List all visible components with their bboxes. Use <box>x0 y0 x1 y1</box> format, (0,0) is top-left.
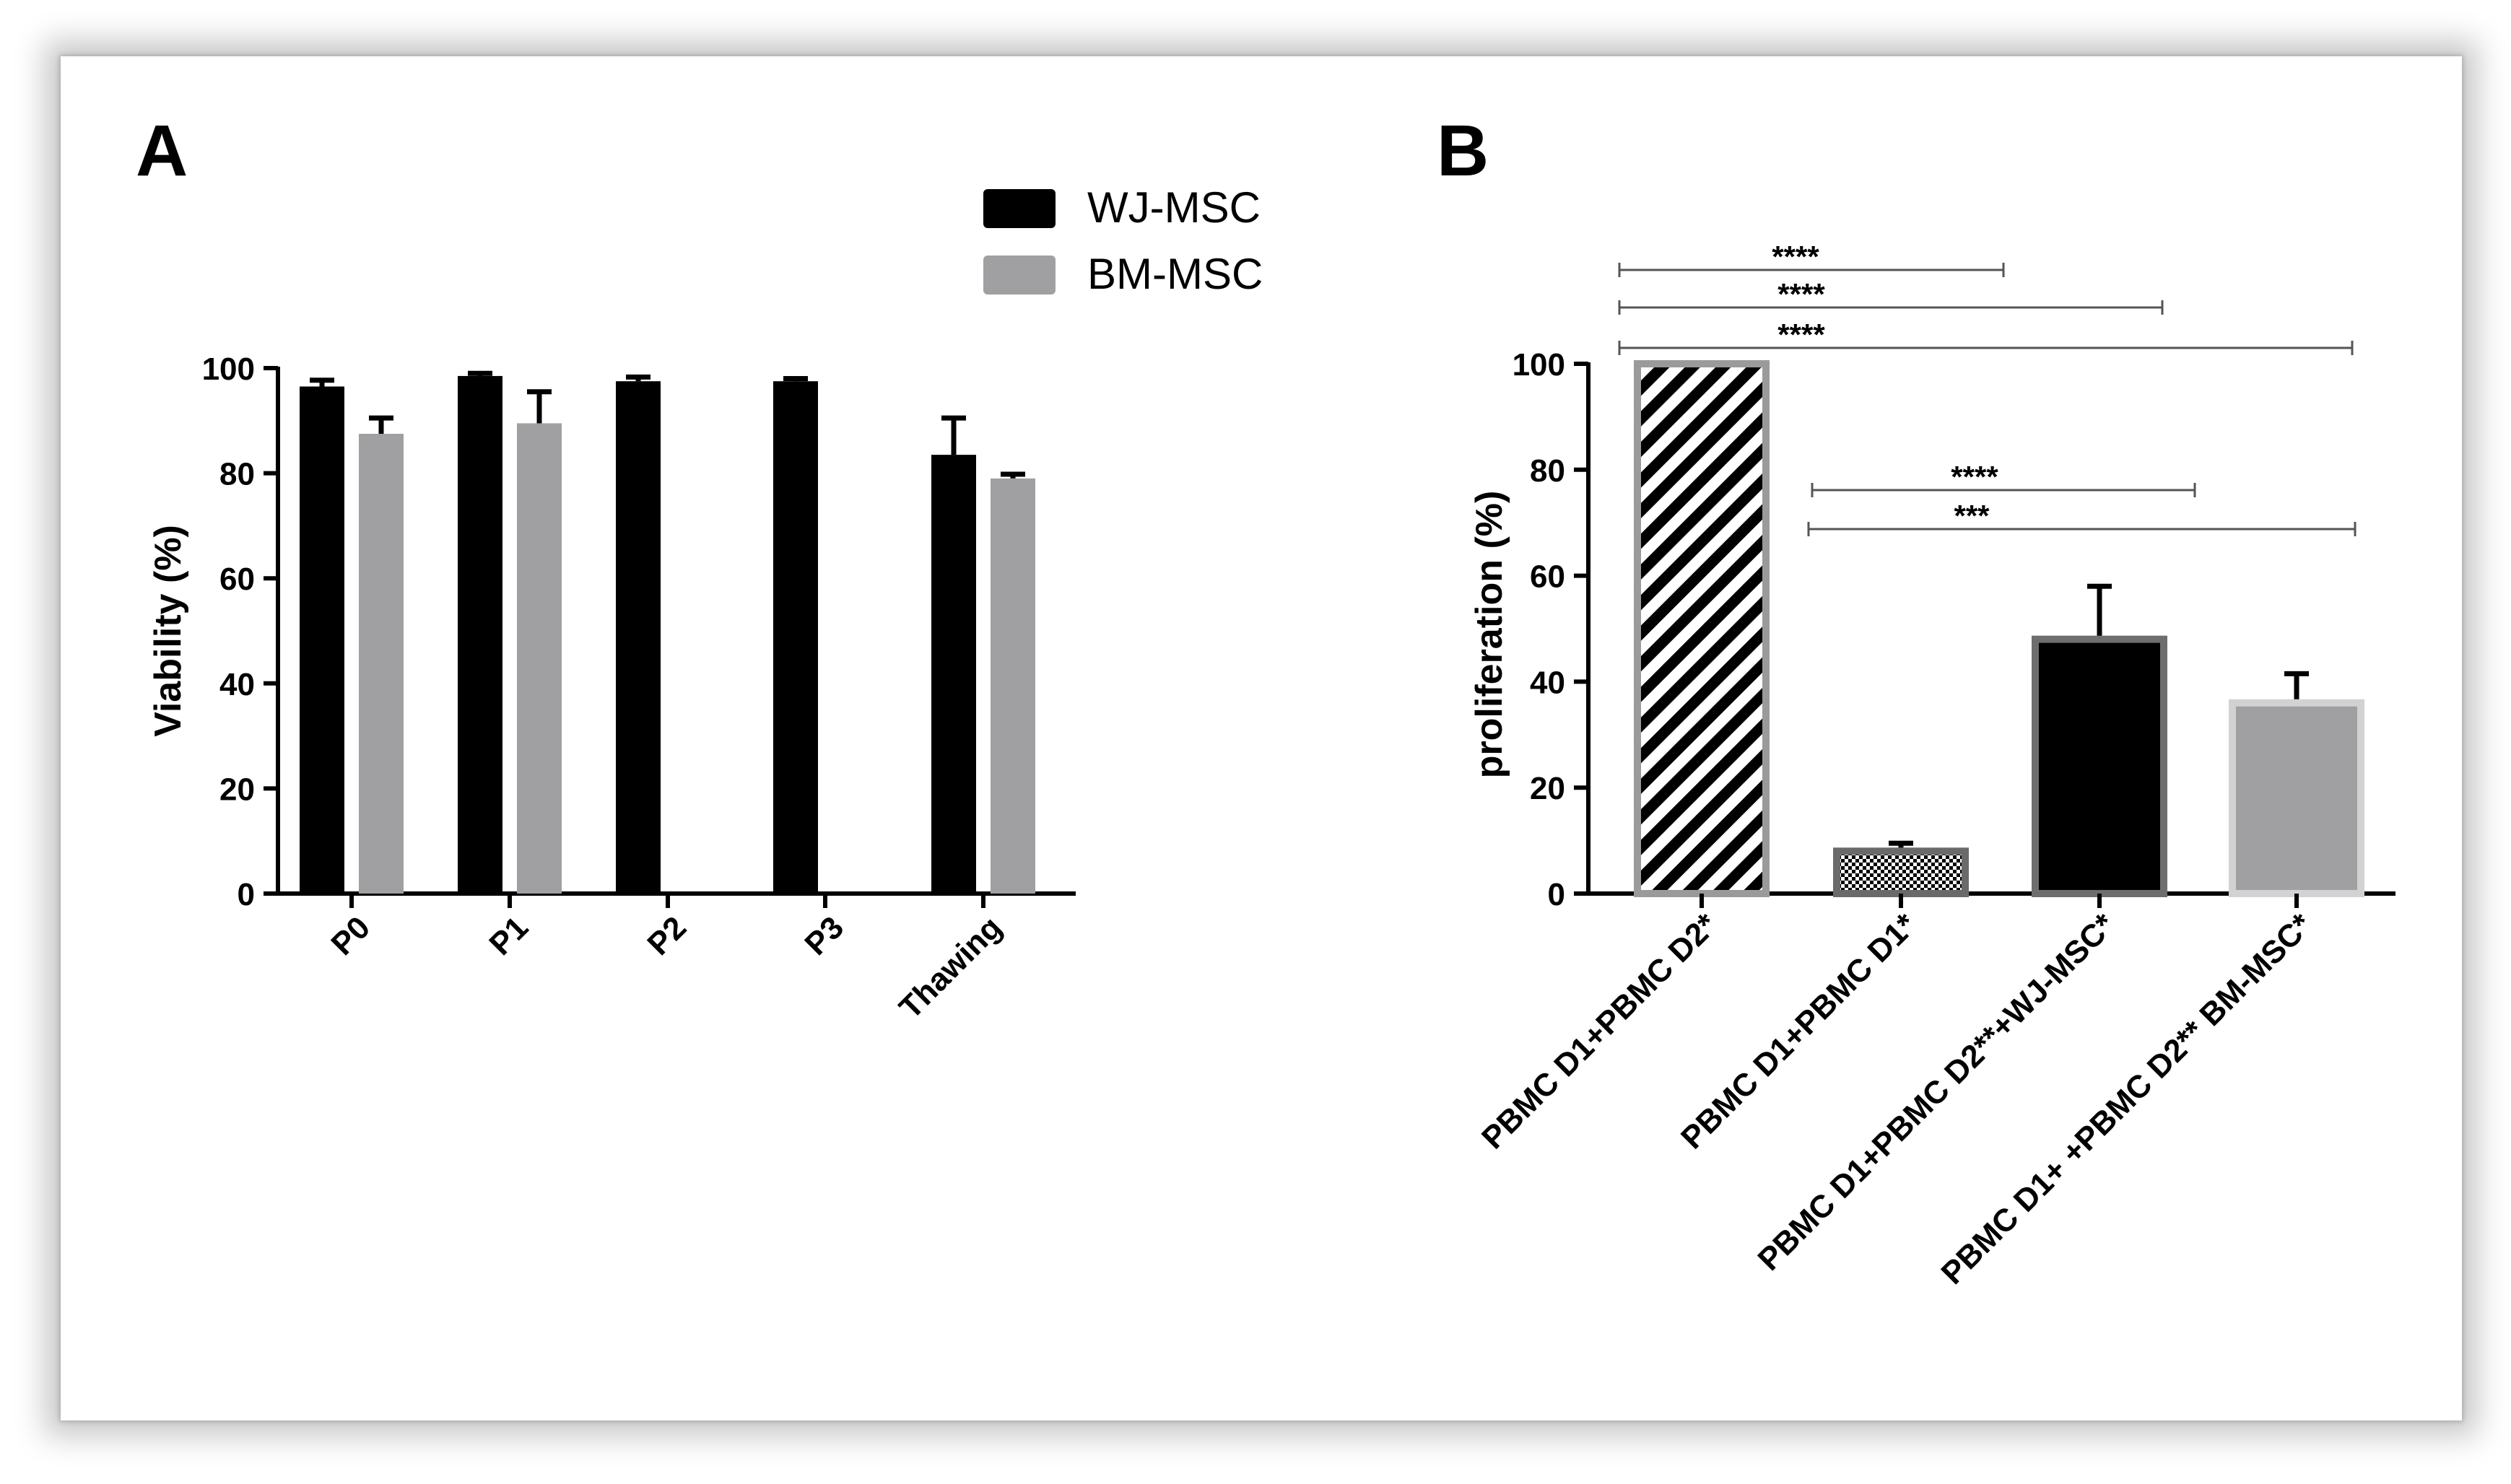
bar-wj-msc-1 <box>458 375 502 894</box>
y-tick-label-4: 80 <box>1530 453 1565 489</box>
bar-wj-msc-2 <box>616 381 661 894</box>
panel-a-letter: A <box>136 110 188 191</box>
y-tick-label-1: 20 <box>1530 771 1565 806</box>
bar-wj-msc-4 <box>931 455 976 894</box>
y-tick-label-0: 0 <box>238 877 255 912</box>
sig-label-2: **** <box>1777 318 1825 352</box>
y-tick-label-5: 100 <box>1513 347 1565 383</box>
bar-wj-msc-3 <box>773 381 818 894</box>
y-tick-label-2: 40 <box>1530 665 1565 700</box>
y-tick-label-4: 80 <box>219 457 255 492</box>
chart-panel-b: 0 20 40 60 80 100 proliferation (%) PBMC D1+PBM… <box>1468 240 2395 1291</box>
y-tick-label-3: 60 <box>1530 559 1565 595</box>
bar-1 <box>1833 847 1969 898</box>
legend-label-1: BM-MSC <box>1087 250 1263 298</box>
sig-label-3: **** <box>1951 460 1998 494</box>
x-tick-label-2: P2 <box>640 909 693 962</box>
panel-b-letter: B <box>1437 110 1489 191</box>
x-tick-label-2: PBMC D1+PBMC D2**+WJ-MSC* <box>1751 907 2123 1278</box>
x-tick-label-1: P1 <box>482 909 535 962</box>
bar-wj-msc-0 <box>300 386 344 894</box>
legend-swatch-1 <box>983 256 1056 294</box>
y-axis-title: proliferation (%) <box>1468 491 1510 779</box>
bar-0 <box>1634 360 1770 897</box>
bar-3 <box>2229 699 2364 897</box>
bar-bm-msc-0 <box>359 434 404 894</box>
y-tick-label-2: 40 <box>219 667 255 702</box>
sig-label-0: **** <box>1772 240 1819 274</box>
y-tick-label-5: 100 <box>202 352 255 387</box>
x-tick-label-0: P0 <box>324 909 377 962</box>
y-axis-title: Viability (%) <box>147 525 189 737</box>
y-tick-label-0: 0 <box>1548 877 1565 912</box>
x-tick-label-3: P3 <box>798 909 850 962</box>
x-tick-label-3: PBMC D1+ +PBMC D2** BM-MSC* <box>1935 907 2320 1291</box>
sig-label-1: **** <box>1777 277 1825 311</box>
bar-bm-msc-1 <box>517 423 562 894</box>
chart-panel-a: 0 20 40 60 80 100 Viability (%) P0 P1 P2 P3 Thawing… <box>147 183 1263 1026</box>
legend-label-0: WJ-MSC <box>1087 183 1261 232</box>
y-tick-label-1: 20 <box>219 772 255 807</box>
legend-swatch-0 <box>983 189 1056 228</box>
y-tick-label-3: 60 <box>219 562 255 597</box>
bar-bm-msc-4 <box>991 478 1035 894</box>
bar-2 <box>2032 635 2167 897</box>
sig-label-4: *** <box>1954 499 1990 533</box>
x-tick-label-4: Thawing <box>892 909 1009 1026</box>
